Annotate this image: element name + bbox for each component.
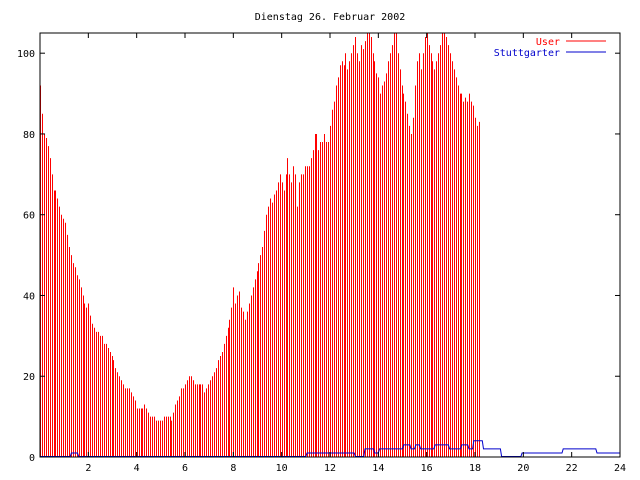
y-tick-label: 60 bbox=[23, 211, 35, 222]
stuttgarter-line-layer bbox=[40, 440, 620, 457]
x-tick-label: 6 bbox=[182, 463, 188, 474]
y-axis: 0 20 40 60 80 100 bbox=[17, 49, 620, 464]
y-tick-label: 0 bbox=[29, 453, 35, 464]
chart-title: Dienstag 26. Februar 2002 bbox=[255, 12, 406, 23]
y-tick-label: 80 bbox=[23, 130, 35, 141]
legend: User Stuttgarter bbox=[494, 37, 606, 59]
x-tick-label: 16 bbox=[421, 463, 433, 474]
x-tick-label: 8 bbox=[230, 463, 236, 474]
x-tick-label: 14 bbox=[372, 463, 384, 474]
y-tick-label: 40 bbox=[23, 291, 35, 302]
x-axis: 2 4 6 8 10 12 14 16 18 20 22 24 bbox=[85, 33, 626, 474]
legend-label-stuttgarter: Stuttgarter bbox=[494, 48, 560, 59]
stuttgarter-line bbox=[40, 440, 620, 457]
legend-label-user: User bbox=[536, 37, 560, 48]
x-tick-label: 2 bbox=[85, 463, 91, 474]
x-tick-label: 22 bbox=[566, 463, 578, 474]
x-tick-label: 4 bbox=[134, 463, 140, 474]
y-tick-label: 100 bbox=[17, 49, 35, 60]
x-tick-label: 24 bbox=[614, 463, 626, 474]
x-tick-label: 10 bbox=[276, 463, 288, 474]
x-tick-label: 12 bbox=[324, 463, 336, 474]
user-bars bbox=[40, 33, 480, 457]
x-tick-label: 18 bbox=[469, 463, 481, 474]
y-tick-label: 20 bbox=[23, 372, 35, 383]
x-tick-label: 20 bbox=[517, 463, 529, 474]
